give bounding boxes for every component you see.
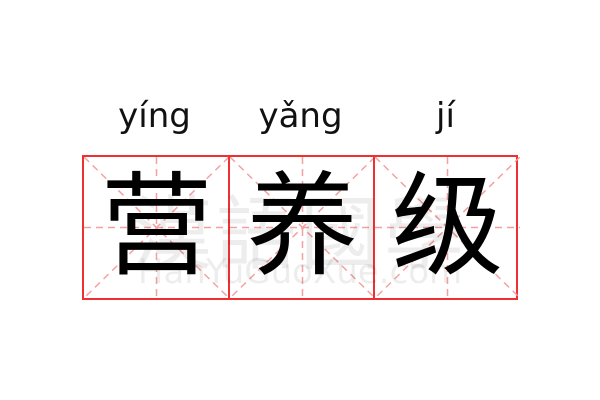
character-cell: 级: [375, 157, 520, 298]
character-cell: 营: [84, 157, 229, 298]
watermark-site: HanYuGuoXue.com: [137, 252, 463, 292]
character-cell: 养: [230, 157, 375, 298]
guide-lines: [230, 157, 375, 298]
guide-lines: [84, 157, 229, 298]
guide-lines: [375, 157, 520, 298]
pinyin-2: yǎng: [258, 96, 343, 136]
divider: [373, 157, 375, 298]
watermark-logo: 漢語國學: [132, 188, 468, 281]
character: 级: [391, 162, 504, 292]
divider: [228, 157, 230, 298]
pinyin-1: yíng: [118, 96, 191, 136]
character: 养: [246, 162, 359, 292]
character: 营: [100, 162, 213, 292]
character-grid: 营 养 级: [82, 155, 520, 300]
pinyin-3: jí: [436, 96, 455, 136]
